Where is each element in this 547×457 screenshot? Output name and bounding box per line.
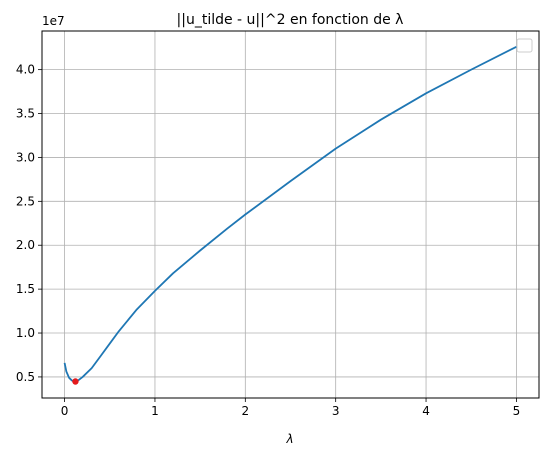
y-tick-label: 3.5 [16, 107, 35, 121]
y-tick-label: 1.0 [16, 326, 35, 340]
x-tick-label: 5 [513, 404, 521, 418]
series-layer [63, 45, 517, 385]
y-tick-label: 3.0 [16, 150, 35, 164]
x-tick-label: 4 [422, 404, 430, 418]
grid [42, 31, 539, 398]
plot-frame [41, 30, 540, 399]
chart-title: ||u_tilde - u||^2 en fonction de λ [177, 12, 404, 28]
y-tick-label: 2.0 [16, 238, 35, 252]
ticks-layer: 0 1 2 3 4 5 0.5 1.0 1.5 2.0 2.5 3.0 3.5 4.0 [16, 63, 520, 418]
x-tick-label: 2 [241, 404, 249, 418]
minimum-point [72, 378, 79, 385]
y-tick-label: 2.5 [16, 194, 35, 208]
legend-box [516, 38, 533, 53]
x-tick-label: 1 [151, 404, 159, 418]
y-tick-label: 4.0 [16, 63, 35, 77]
y-tick-label: 0.5 [16, 370, 35, 384]
x-axis-label: λ [285, 432, 293, 446]
x-tick-label: 0 [61, 404, 69, 418]
y-tick-label: 1.5 [16, 282, 35, 296]
y-offset-label: 1e7 [42, 14, 65, 28]
x-tick-label: 3 [332, 404, 340, 418]
